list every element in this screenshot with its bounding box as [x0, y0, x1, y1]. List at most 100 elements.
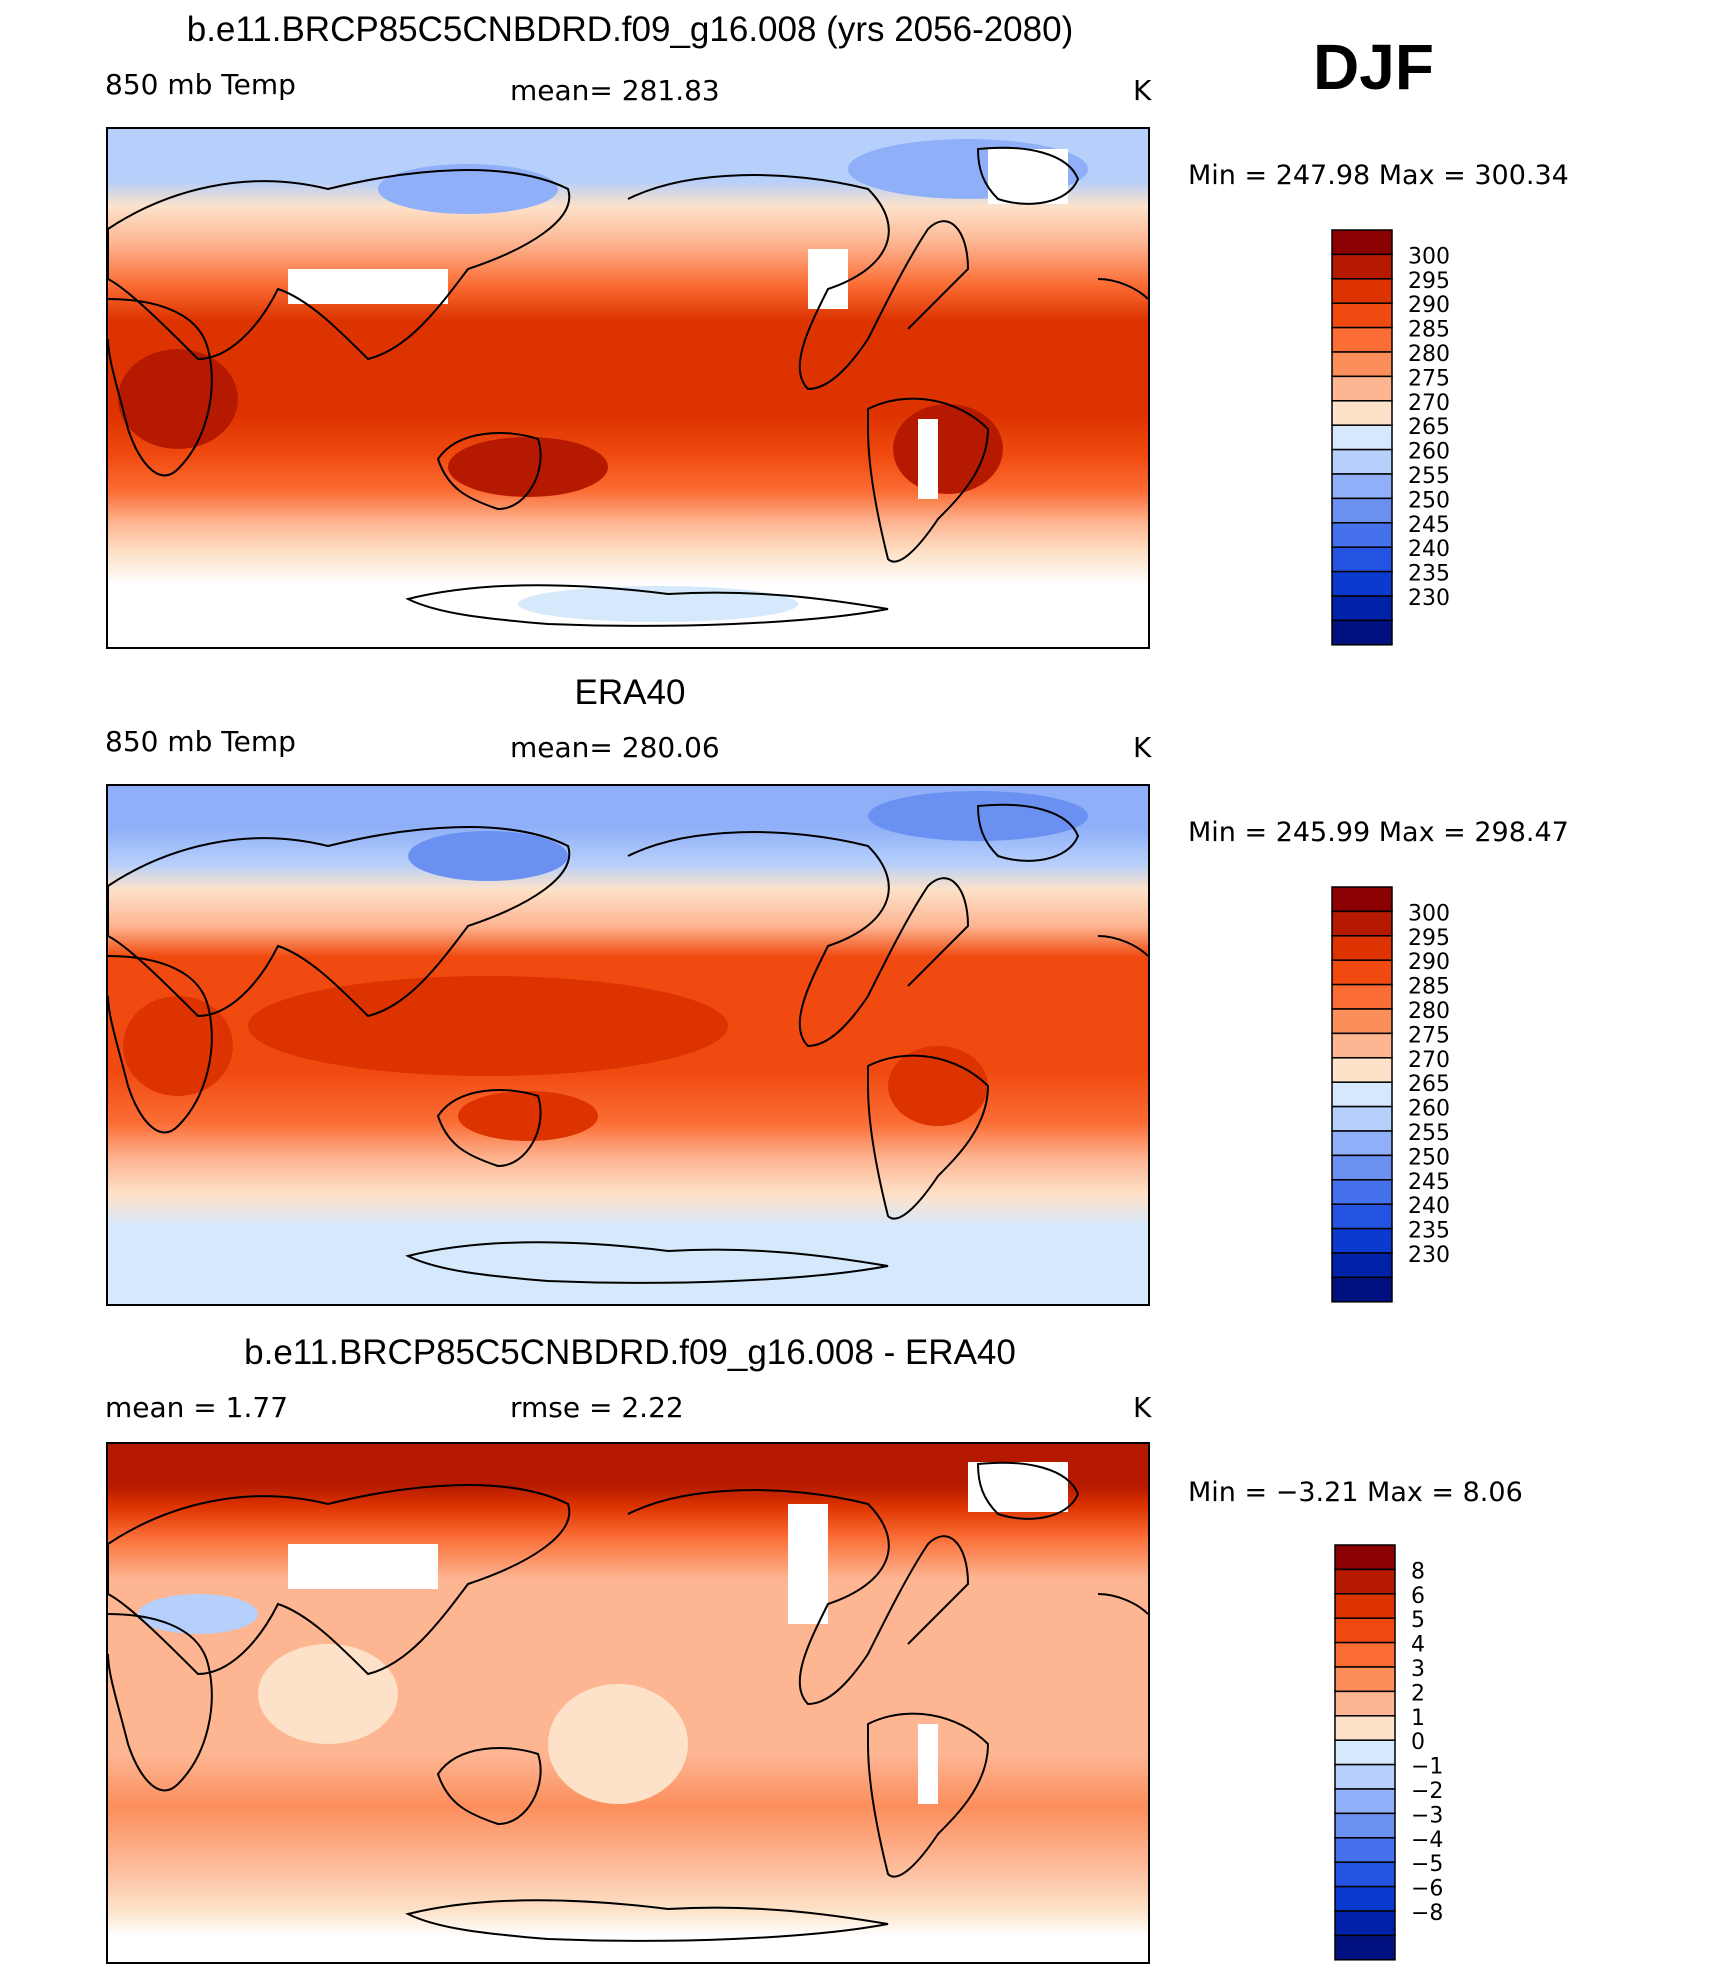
season-label: DJF	[1313, 31, 1434, 103]
colorbar-swatch	[1331, 278, 1393, 304]
colorbar-swatch	[1331, 473, 1393, 500]
panel-2-cold-siberia	[408, 831, 568, 881]
colorbar-tick-label: 275	[1408, 1023, 1450, 1048]
colorbar-tick-label: 240	[1408, 537, 1450, 562]
colorbar-tick-label: 275	[1408, 366, 1450, 391]
panel-3-mask-andes	[918, 1724, 938, 1804]
panel-2-variable-label: 850 mb Temp	[105, 725, 296, 758]
colorbar-swatch	[1334, 1593, 1396, 1619]
panel-3-map	[106, 1442, 1150, 1964]
panel-2-units-label: K	[1133, 731, 1152, 764]
panel-1-cold-siberia	[378, 164, 558, 214]
panel-3-colorbar: 8 6 5 4 3 2 1 0 −1 −2 −3 −4 −5 −6 −8	[1333, 1543, 1593, 1961]
panel-1-mean-label: mean= 281.83	[510, 74, 720, 107]
colorbar-tick-label: 245	[1408, 513, 1450, 538]
colorbar-tick-label: 2	[1411, 1681, 1425, 1706]
colorbar-swatch	[1331, 910, 1393, 937]
colorbar-tick-label: 245	[1408, 1170, 1450, 1195]
colorbar-tick-label: 235	[1408, 562, 1450, 587]
panel-1-cool-antarctic	[518, 586, 798, 622]
colorbar-swatch	[1331, 1203, 1393, 1230]
colorbar-swatch	[1331, 1105, 1393, 1132]
colorbar-tick-label: 3	[1411, 1657, 1425, 1682]
colorbar-swatch	[1334, 1617, 1396, 1644]
colorbar-tick-label: 285	[1408, 975, 1450, 1000]
colorbar-swatch	[1331, 546, 1393, 573]
panel-1-hot-australia	[448, 437, 608, 497]
panel-1-units-label: K	[1133, 74, 1152, 107]
panel-2-hot-warmpool	[248, 976, 728, 1076]
panel-1-mask-andes	[918, 419, 938, 499]
colorbar-swatch	[1331, 1154, 1393, 1181]
panel-2-title: ERA40	[574, 673, 686, 712]
panel-1-minmax: Min = 247.98 Max = 300.34	[1188, 160, 1569, 191]
colorbar-swatch	[1331, 1032, 1393, 1059]
colorbar-swatch	[1334, 1763, 1396, 1790]
colorbar-tick-label: −1	[1411, 1755, 1443, 1780]
panel-1-coastlines	[108, 146, 1148, 627]
colorbar-swatch	[1334, 1861, 1396, 1888]
colorbar-swatch	[1331, 1252, 1393, 1279]
colorbar-tick-label: 260	[1408, 1097, 1450, 1122]
panel-2-colorbar: 300 295 290 285 280 275 270 265 260 255 250 245 240 2…	[1330, 885, 1590, 1303]
colorbar-tick-label: 240	[1408, 1194, 1450, 1219]
colorbar-tick-label: 255	[1408, 464, 1450, 489]
colorbar-swatch	[1331, 886, 1393, 913]
colorbar-tick-label: 270	[1408, 1048, 1450, 1073]
colorbar-tick-label: 1	[1411, 1706, 1425, 1731]
panel-1-field	[108, 129, 1148, 647]
colorbar-swatch	[1331, 935, 1393, 961]
colorbar-tick-label: −3	[1411, 1803, 1443, 1828]
panel-3-mask-rockies	[788, 1504, 828, 1624]
colorbar-swatch	[1331, 400, 1393, 426]
panel-3-mask-tibet	[288, 1544, 438, 1589]
colorbar-swatch	[1334, 1837, 1396, 1863]
colorbar-tick-label: −4	[1411, 1828, 1443, 1853]
panel-2-hot-australia	[458, 1091, 598, 1141]
panel-1-mask-tibet	[288, 269, 448, 304]
colorbar-swatch	[1334, 1910, 1396, 1937]
colorbar-swatch	[1334, 1690, 1396, 1717]
panel-1-title: b.e11.BRCP85C5CNBDRD.f09_g16.008 (yrs 20…	[186, 10, 1074, 49]
colorbar-tick-label: 230	[1408, 1243, 1450, 1268]
panel-1-colorbar: 300 295 290 285 280 275 270 265 260 255 250 245 240 2…	[1330, 228, 1590, 646]
colorbar-swatch	[1331, 1130, 1393, 1157]
colorbar-swatch	[1331, 1057, 1393, 1083]
colorbar-tick-label: 250	[1408, 1145, 1450, 1170]
colorbar-tick-label: −2	[1411, 1779, 1443, 1804]
colorbar-swatch	[1334, 1885, 1396, 1912]
colorbar-tick-label: 265	[1408, 1072, 1450, 1097]
colorbar-swatch	[1334, 1739, 1396, 1766]
panel-3-weak-pacific	[548, 1684, 688, 1804]
panel-2-hot-africa	[123, 996, 233, 1096]
colorbar-tick-label: 5	[1411, 1608, 1425, 1633]
colorbar-swatch	[1331, 497, 1393, 524]
colorbar-tick-label: 300	[1408, 901, 1450, 926]
panel-3-cool-mideast	[138, 1594, 258, 1634]
panel-1-mask-greenland	[988, 149, 1068, 204]
colorbar-swatch	[1334, 1641, 1396, 1668]
colorbar-tick-label: 280	[1408, 342, 1450, 367]
panel-3-mean-label: mean = 1.77	[105, 1391, 289, 1424]
colorbar-tick-label: 295	[1408, 926, 1450, 951]
colorbar-swatch	[1334, 1788, 1396, 1815]
colorbar-swatch	[1331, 1008, 1393, 1035]
colorbar-swatch	[1334, 1812, 1396, 1839]
colorbar-swatch	[1331, 302, 1393, 329]
panel-3-weak-indian	[258, 1644, 398, 1744]
colorbar-swatch	[1331, 253, 1393, 280]
colorbar-swatch	[1331, 448, 1393, 475]
colorbar-swatch	[1331, 619, 1393, 646]
colorbar-tick-label: 4	[1411, 1633, 1425, 1658]
panel-2-hot-samerica	[888, 1046, 988, 1126]
colorbar-tick-label: 300	[1408, 244, 1450, 269]
colorbar-swatch	[1331, 1081, 1393, 1108]
colorbar-swatch	[1331, 1227, 1393, 1254]
panel-3-map-svg	[108, 1444, 1148, 1962]
colorbar-swatch	[1334, 1715, 1396, 1741]
panel-1-hot-samerica	[893, 404, 1003, 494]
colorbar-swatch	[1331, 375, 1393, 402]
panel-3-mask-greenland	[968, 1462, 1068, 1512]
colorbar-swatch	[1331, 326, 1393, 353]
